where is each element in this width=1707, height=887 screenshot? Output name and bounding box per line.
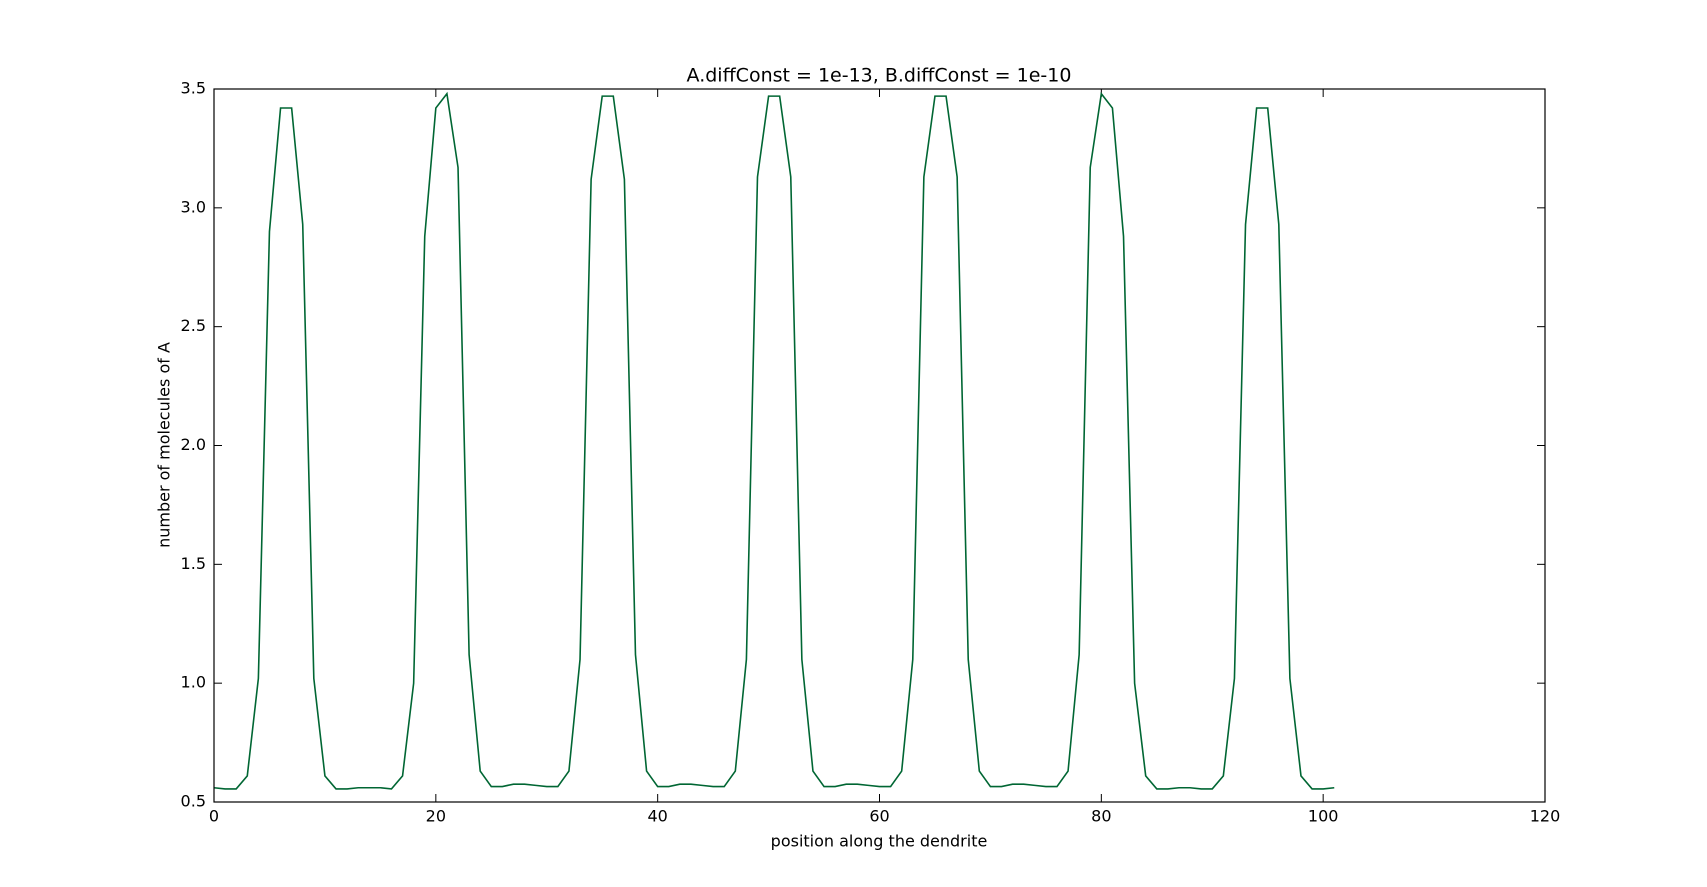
x-tick-label: 0: [209, 807, 219, 826]
y-axis-label: number of molecules of A: [155, 342, 174, 548]
chart-title: A.diffConst = 1e-13, B.diffConst = 1e-10: [687, 65, 1072, 87]
y-tick-label: 3.0: [181, 197, 206, 216]
x-tick-label: 100: [1308, 807, 1339, 826]
y-tick-label: 1.0: [181, 673, 206, 692]
x-tick-label: 60: [869, 807, 889, 826]
y-tick-label: 1.5: [181, 554, 206, 573]
data-line: [213, 91, 1335, 790]
x-tick-label: 120: [1530, 807, 1561, 826]
y-tick-label: 2.5: [181, 316, 206, 335]
axes-frame: [213, 88, 1546, 803]
x-tick-label: 40: [647, 807, 667, 826]
y-tick-label: 0.5: [181, 792, 206, 811]
x-tick-label: 20: [426, 807, 446, 826]
y-tick-label: 3.5: [181, 79, 206, 98]
x-tick-label: 80: [1091, 807, 1111, 826]
plot-area: 0 20 40 60 80 100 120 0.5 1.0 1.5 2.0 2.5 3.0 3.5: [181, 79, 1561, 826]
x-axis-label: position along the dendrite: [771, 832, 988, 851]
y-tick-label: 2.0: [181, 435, 206, 454]
